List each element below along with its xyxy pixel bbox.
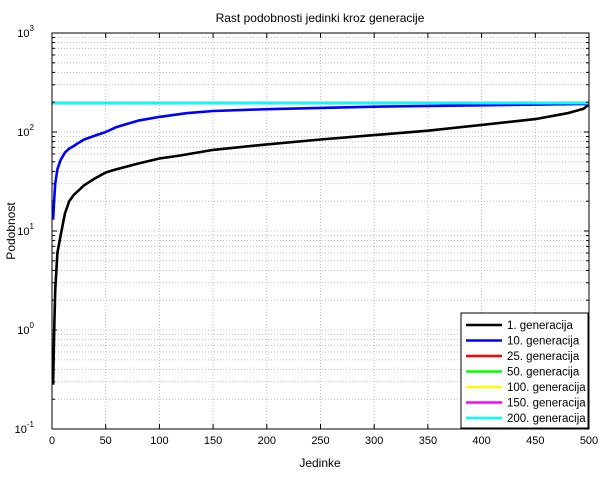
x-tick-label: 500 [580, 435, 598, 447]
y-axis-label: Podobnost [4, 202, 18, 260]
legend-entry-label: 150. generacija [507, 398, 586, 410]
x-tick-label: 300 [365, 435, 383, 447]
x-tick-label: 100 [150, 435, 168, 447]
x-tick-label: 50 [100, 435, 112, 447]
x-tick-label: 350 [419, 435, 437, 447]
chart-title: Rast podobnosti jedinki kroz generacije [216, 11, 425, 25]
x-tick-label: 450 [526, 435, 544, 447]
x-tick-label: 200 [258, 435, 276, 447]
series-line-1-generacija [51, 103, 590, 385]
legend-entry-label: 1. generacija [507, 320, 573, 332]
series-lines [51, 101, 590, 385]
legend-entry-label: 100. generacija [507, 382, 586, 394]
legend-entry-label: 25. generacija [507, 351, 580, 363]
x-tick-label: 250 [311, 435, 329, 447]
series-line-10-generacija [51, 102, 590, 220]
y-tick-label: 10-1 [15, 420, 35, 436]
x-tick-label: 400 [472, 435, 490, 447]
y-tick-label: 100 [17, 321, 34, 337]
legend-entry-label: 200. generacija [507, 413, 586, 425]
legend: 1. generacija 10. generacija 25. generacij… [460, 312, 589, 429]
x-axis-label: Jedinke [299, 456, 341, 470]
x-tick-label: 0 [49, 435, 55, 447]
y-tick-label: 103 [17, 24, 34, 40]
axis-ticks: 0 50 100 150 200 250 300 350 400 450 500 10-1 100 101… [15, 24, 599, 447]
legend-entry-label: 10. generacija [507, 336, 580, 348]
x-tick-label: 150 [204, 435, 222, 447]
y-tick-label: 102 [17, 123, 34, 139]
y-tick-label: 101 [17, 222, 34, 238]
legend-entry-label: 50. generacija [507, 367, 580, 379]
